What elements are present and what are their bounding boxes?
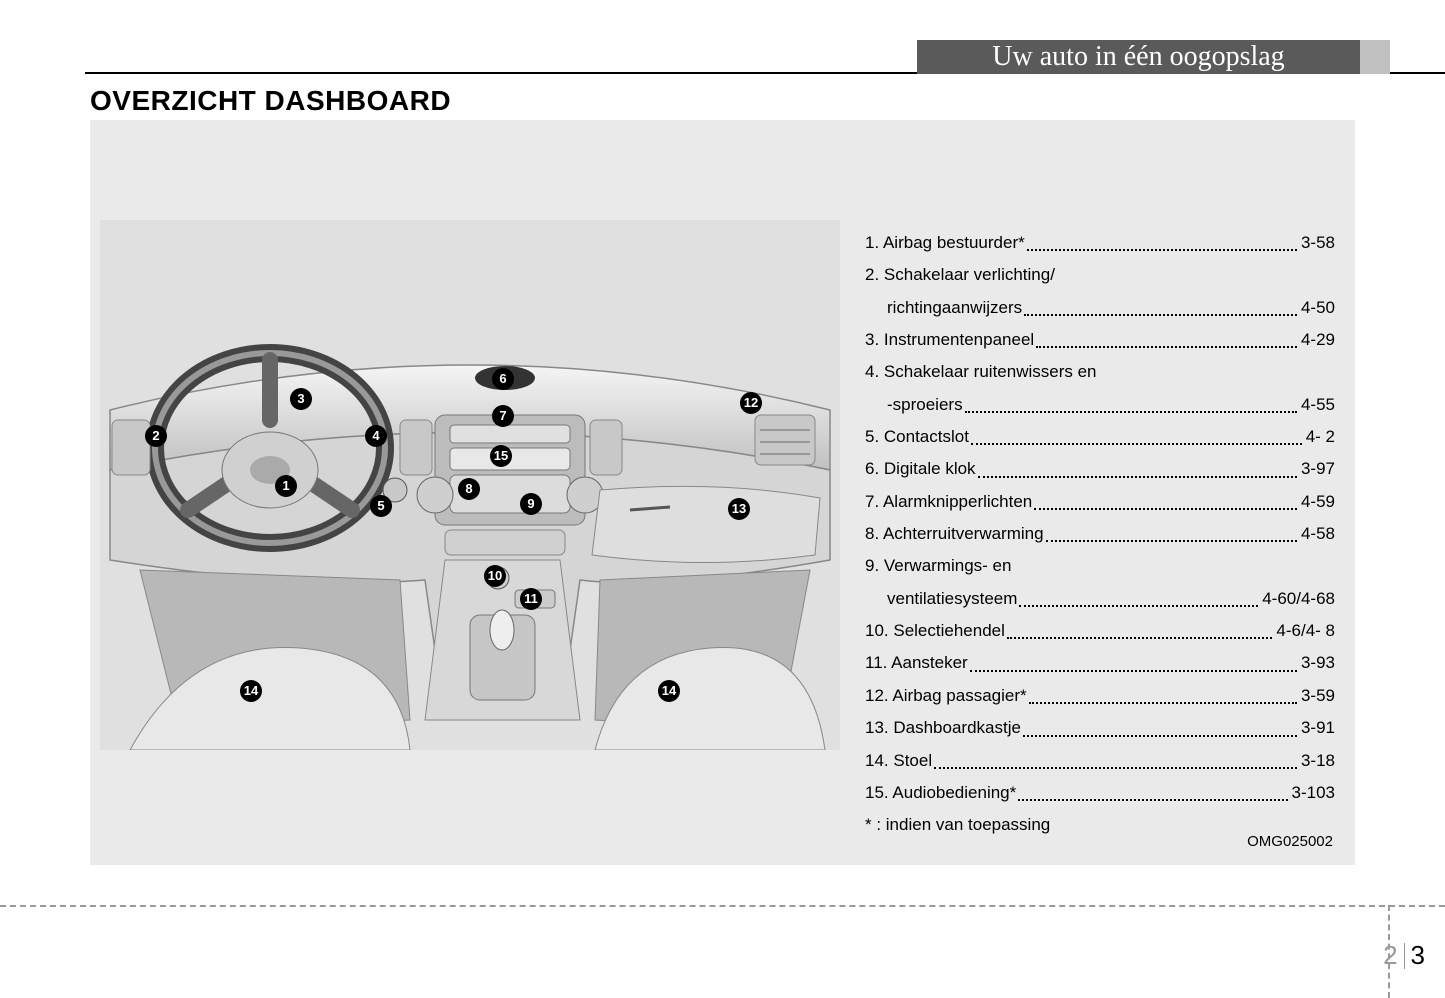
legend-page: 4-6/4- 8 bbox=[1276, 618, 1335, 644]
legend-dots bbox=[1018, 780, 1287, 801]
legend-page: 3-18 bbox=[1301, 748, 1335, 774]
legend-dots bbox=[1034, 489, 1297, 510]
legend-page: 4-50 bbox=[1301, 295, 1335, 321]
callout-7: 7 bbox=[492, 405, 514, 427]
legend-row: 3. Instrumentenpaneel 4-29 bbox=[865, 327, 1335, 353]
legend-page: 4-55 bbox=[1301, 392, 1335, 418]
legend-label: 4. Schakelaar ruitenwissers en bbox=[865, 359, 1097, 385]
legend-page: 4-59 bbox=[1301, 489, 1335, 515]
section-title: Uw auto in één oogopslag bbox=[917, 40, 1360, 74]
legend-row: 4. Schakelaar ruitenwissers en bbox=[865, 359, 1335, 385]
legend-row: 13. Dashboardkastje 3-91 bbox=[865, 715, 1335, 741]
legend-dots bbox=[965, 392, 1297, 413]
legend-page: 3-91 bbox=[1301, 715, 1335, 741]
legend-row: ventilatiesysteem 4-60/4-68 bbox=[865, 586, 1335, 612]
legend-row: 12. Airbag passagier* 3-59 bbox=[865, 683, 1335, 709]
legend-label: 2. Schakelaar verlichting/ bbox=[865, 262, 1055, 288]
legend-page: 3-58 bbox=[1301, 230, 1335, 256]
page-number-divider bbox=[1404, 943, 1405, 969]
legend-dots bbox=[978, 456, 1297, 477]
legend-dots bbox=[1007, 618, 1273, 639]
legend-dots bbox=[1046, 521, 1297, 542]
legend-label: -sproeiers bbox=[887, 392, 963, 418]
legend-dots bbox=[1029, 683, 1297, 704]
legend-page: 3-93 bbox=[1301, 650, 1335, 676]
legend-row: 6. Digitale klok 3-97 bbox=[865, 456, 1335, 482]
legend-label: richtingaanwijzers bbox=[887, 295, 1022, 321]
legend-label: 8. Achterruitverwarming bbox=[865, 521, 1044, 547]
legend-label: ventilatiesysteem bbox=[887, 586, 1017, 612]
page-section-number: 2 bbox=[1383, 940, 1397, 971]
callout-1: 1 bbox=[275, 475, 297, 497]
callout-13: 13 bbox=[728, 498, 750, 520]
legend-dots bbox=[1024, 295, 1297, 316]
callout-11: 11 bbox=[520, 588, 542, 610]
legend-label: 5. Contactslot bbox=[865, 424, 969, 450]
legend-label: 14. Stoel bbox=[865, 748, 932, 774]
legend-label: 3. Instrumentenpaneel bbox=[865, 327, 1034, 353]
legend-row: 15. Audiobediening* 3-103 bbox=[865, 780, 1335, 806]
legend-row: 14. Stoel 3-18 bbox=[865, 748, 1335, 774]
callout-8: 8 bbox=[458, 478, 480, 500]
legend-page: 4-60/4-68 bbox=[1262, 586, 1335, 612]
dashboard-diagram: 12345678910111213141415 bbox=[100, 220, 840, 750]
crop-line-horizontal bbox=[0, 905, 1445, 907]
legend-label: 6. Digitale klok bbox=[865, 456, 976, 482]
callout-6: 6 bbox=[492, 368, 514, 390]
legend-label: 1. Airbag bestuurder* bbox=[865, 230, 1025, 256]
legend-row: 2. Schakelaar verlichting/ bbox=[865, 262, 1335, 288]
legend-label: 11. Aansteker bbox=[865, 650, 968, 676]
page-page-number: 3 bbox=[1411, 940, 1425, 971]
legend-row: 9. Verwarmings- en bbox=[865, 553, 1335, 579]
legend-page: 4-58 bbox=[1301, 521, 1335, 547]
legend-label: 15. Audiobediening* bbox=[865, 780, 1016, 806]
legend-row: 11. Aansteker 3-93 bbox=[865, 650, 1335, 676]
legend-row: 10. Selectiehendel 4-6/4- 8 bbox=[865, 618, 1335, 644]
legend-dots bbox=[970, 650, 1297, 671]
legend-dots bbox=[1023, 715, 1297, 736]
legend-label: 12. Airbag passagier* bbox=[865, 683, 1027, 709]
header: Uw auto in één oogopslag bbox=[0, 20, 1445, 70]
legend-page: 4- 2 bbox=[1306, 424, 1335, 450]
legend-dots bbox=[1027, 230, 1297, 251]
legend-page: 3-97 bbox=[1301, 456, 1335, 482]
page-title: OVERZICHT DASHBOARD bbox=[90, 85, 451, 117]
figure-id: OMG025002 bbox=[1247, 833, 1333, 850]
legend-label: 7. Alarmknipperlichten bbox=[865, 489, 1032, 515]
callout-14: 14 bbox=[240, 680, 262, 702]
legend-dots bbox=[1019, 586, 1258, 607]
callout-12: 12 bbox=[740, 392, 762, 414]
legend-dots bbox=[971, 424, 1302, 445]
page-number: 2 3 bbox=[1383, 940, 1425, 971]
figure-box: 12345678910111213141415 1. Airbag bestuu… bbox=[90, 120, 1355, 865]
callout-5: 5 bbox=[370, 495, 392, 517]
callout-15: 15 bbox=[490, 445, 512, 467]
callout-4: 4 bbox=[365, 425, 387, 447]
legend-row: -sproeiers 4-55 bbox=[865, 392, 1335, 418]
legend-page: 4-29 bbox=[1301, 327, 1335, 353]
callout-10: 10 bbox=[484, 565, 506, 587]
legend-label: 9. Verwarmings- en bbox=[865, 553, 1011, 579]
legend-dots bbox=[934, 748, 1297, 769]
callout-3: 3 bbox=[290, 388, 312, 410]
callout-14b: 14 bbox=[658, 680, 680, 702]
legend-row: 8. Achterruitverwarming 4-58 bbox=[865, 521, 1335, 547]
header-tail bbox=[1360, 40, 1390, 74]
legend-row: 5. Contactslot 4- 2 bbox=[865, 424, 1335, 450]
legend-page: 3-59 bbox=[1301, 683, 1335, 709]
legend-row: 7. Alarmknipperlichten 4-59 bbox=[865, 489, 1335, 515]
legend-page: 3-103 bbox=[1292, 780, 1335, 806]
legend-row: 1. Airbag bestuurder* 3-58 bbox=[865, 230, 1335, 256]
callout-9: 9 bbox=[520, 493, 542, 515]
legend-row: richtingaanwijzers 4-50 bbox=[865, 295, 1335, 321]
legend-dots bbox=[1036, 327, 1297, 348]
legend-label: 13. Dashboardkastje bbox=[865, 715, 1021, 741]
callout-2: 2 bbox=[145, 425, 167, 447]
legend: 1. Airbag bestuurder* 3-58 2. Schakelaar … bbox=[865, 230, 1335, 839]
legend-label: 10. Selectiehendel bbox=[865, 618, 1005, 644]
